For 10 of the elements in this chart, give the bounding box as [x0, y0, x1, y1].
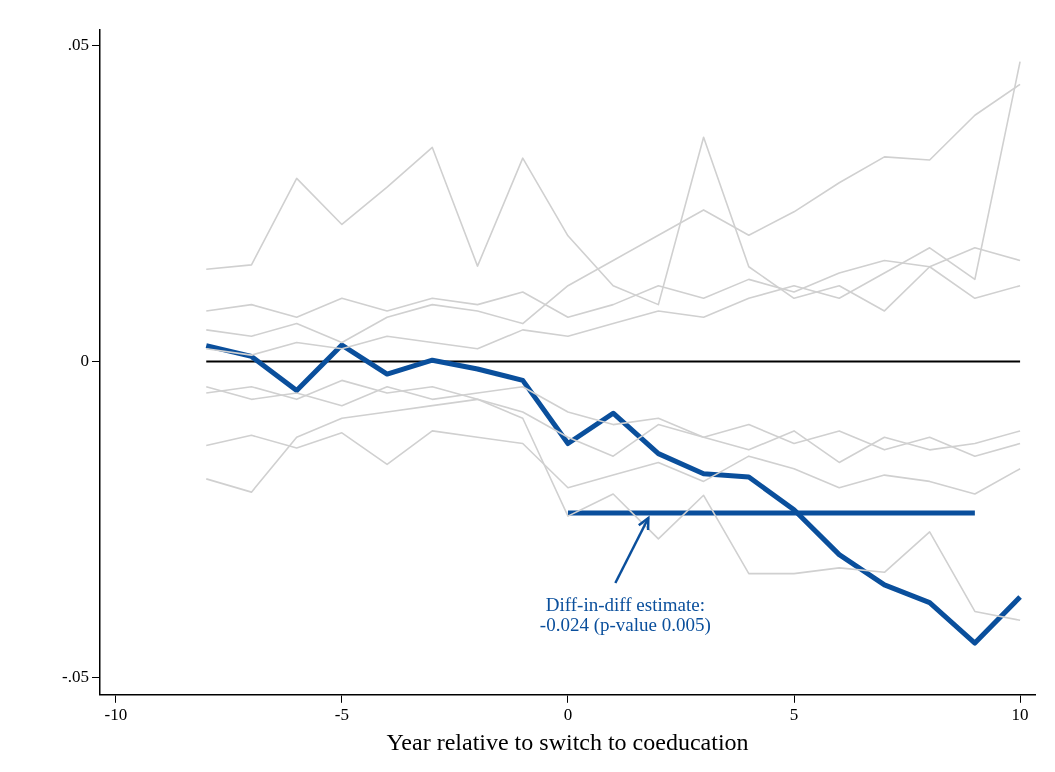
y-tick-label: 0	[80, 350, 89, 370]
x-tick-label: 5	[789, 705, 799, 725]
x-tick-label: -5	[334, 705, 349, 725]
x-tick-label: -10	[104, 705, 128, 725]
x-tick-label: 0	[563, 705, 573, 725]
x-axis-title: Year relative to switch to coeducation	[386, 728, 749, 755]
x-tick-label: 10	[1011, 705, 1029, 725]
annotation: Diff-in-diff estimate: -0.024 (p-value 0.005)	[539, 593, 711, 636]
y-tick-label: -.05	[62, 666, 89, 686]
y-tick-label: .05	[67, 35, 89, 55]
